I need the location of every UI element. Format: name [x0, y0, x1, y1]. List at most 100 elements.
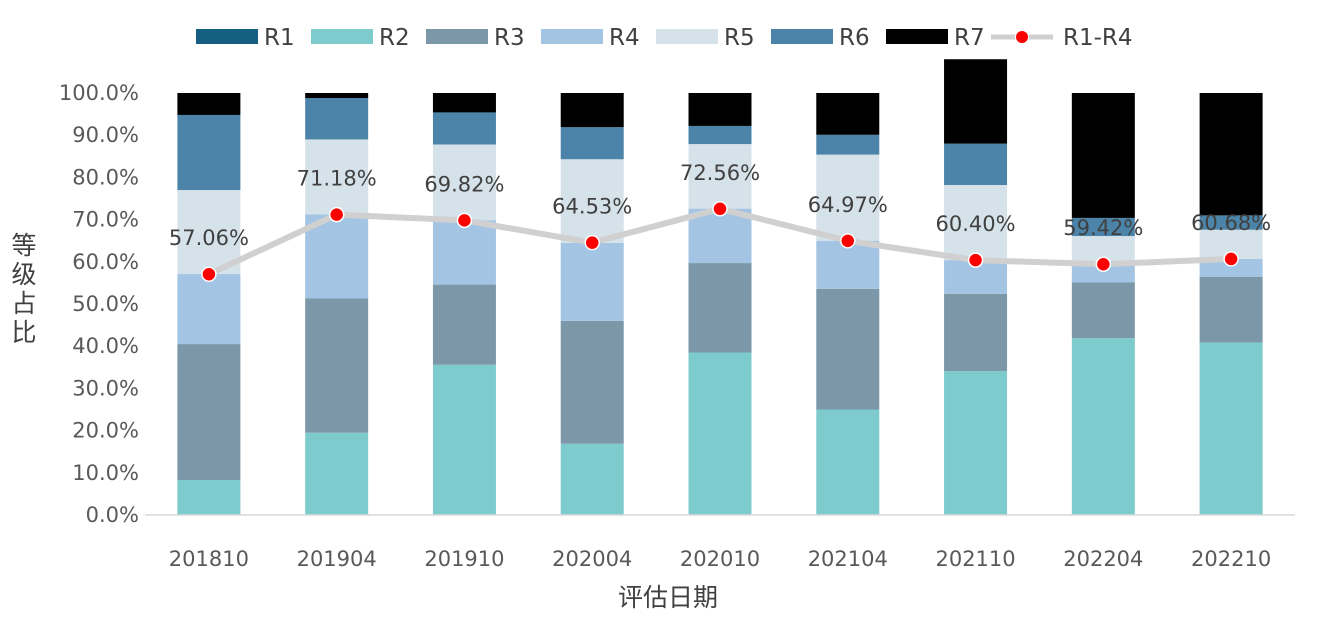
bar-r3-202010	[688, 263, 752, 353]
r1-r4-point	[201, 266, 217, 282]
legend-label-r2: R2	[379, 25, 410, 51]
y-tick-label: 0.0%	[86, 503, 139, 527]
bar-r7-201904	[305, 93, 369, 99]
x-tick-label: 202004	[552, 547, 632, 571]
x-tick-label: 202110	[935, 547, 1015, 571]
bar-r5-202010	[688, 144, 752, 209]
r1-r4-point	[456, 212, 473, 229]
legend-swatch-r6	[771, 29, 833, 44]
bar-r6-202104	[816, 134, 880, 155]
bar-r2-202204	[1071, 338, 1135, 515]
bar-r3-201810	[177, 344, 241, 480]
bar-r2-202004	[560, 443, 624, 515]
bar-r2-202210	[1199, 342, 1263, 515]
y-tick-label: 40.0%	[72, 334, 139, 358]
bar-r2-202010	[688, 352, 752, 515]
r1-r4-point	[967, 252, 984, 268]
r1-r4-data-label: 60.68%	[1191, 211, 1271, 235]
bar-r2-202110	[944, 371, 1008, 515]
x-tick-label: 202204	[1063, 547, 1143, 571]
bar-r3-202110	[944, 293, 1008, 372]
bar-r5-201910	[432, 144, 496, 221]
legend-label-r5: R5	[724, 25, 755, 51]
bar-r6-202110	[944, 143, 1008, 185]
bar-r2-202104	[816, 409, 880, 515]
x-tick-label: 201810	[169, 547, 249, 571]
y-tick-label: 50.0%	[72, 292, 139, 316]
bar-r6-202204	[1071, 217, 1135, 237]
bar-r4-202010	[688, 208, 752, 264]
bar-r3-202004	[560, 320, 624, 444]
bar-area	[177, 59, 1263, 515]
bar-r6-202010	[688, 125, 752, 145]
bar-r6-201904	[305, 98, 369, 140]
y-axis-title-char: 级	[11, 260, 36, 289]
bar-r6-201810	[177, 114, 241, 191]
y-tick-label: 100.0%	[59, 81, 139, 105]
r1-r4-point	[712, 201, 728, 217]
r1-r4-data-label: 72.56%	[680, 161, 760, 185]
y-tick-label: 60.0%	[72, 250, 139, 274]
legend-swatch-r3	[426, 29, 488, 44]
bar-r4-202210	[1199, 258, 1263, 277]
r1-r4-point	[584, 234, 600, 251]
bar-r4-201810	[177, 274, 241, 345]
bar-r3-201910	[432, 284, 496, 365]
bar-r6-202210	[1199, 215, 1263, 230]
legend-label-r7: R7	[954, 25, 985, 51]
bar-r7-202104	[816, 93, 880, 135]
bar-r4-201910	[432, 220, 496, 285]
bar-r5-201904	[305, 139, 369, 215]
bar-r5-202104	[816, 154, 880, 241]
x-tick-label: 201910	[424, 547, 504, 571]
x-tick-label: 202210	[1191, 547, 1271, 571]
bar-r6-201910	[432, 112, 496, 145]
legend-swatch-r5	[656, 29, 718, 44]
bar-r4-201904	[305, 214, 369, 299]
legend-label-r4: R4	[609, 25, 640, 51]
r1-r4-point	[1095, 256, 1112, 272]
bar-r7-201810	[177, 93, 241, 115]
r1-r4-data-label: 71.18%	[297, 167, 377, 191]
y-axis-title-char: 占	[11, 289, 36, 318]
y-tick-label: 10.0%	[72, 461, 139, 485]
bar-r5-201810	[177, 190, 241, 275]
x-tick-label: 202010	[680, 547, 760, 571]
bar-r5-202110	[944, 184, 1008, 261]
bar-r4-202004	[560, 242, 624, 321]
legend-swatch-r2	[311, 29, 373, 44]
y-axis: 0.0% 10.0% 20.0% 30.0% 40.0% 50.0% 60.0% 70.0% 8…	[59, 81, 139, 527]
bar-r7-202110	[944, 59, 1008, 144]
r1-r4-data-label: 60.40%	[936, 212, 1016, 236]
y-tick-label: 90.0%	[72, 123, 139, 147]
y-tick-label: 20.0%	[72, 419, 139, 443]
r1-r4-data-label: 69.82%	[424, 172, 504, 196]
r1-r4-line-layer: 57.06% 71.18% 69.82% 64.53% 72.56% 64.97% 60.4…	[169, 161, 1271, 282]
y-axis-title-char: 等	[11, 231, 36, 260]
legend-label-r1-r4: R1-R4	[1063, 25, 1133, 51]
bar-r7-202004	[560, 93, 624, 128]
r1-r4-point	[1223, 251, 1239, 267]
legend-line-marker	[1015, 30, 1029, 44]
r1-r4-data-label: 64.97%	[808, 193, 888, 217]
bar-r3-202204	[1071, 282, 1135, 339]
y-tick-label: 70.0%	[72, 208, 139, 232]
bar-r7-202210	[1199, 93, 1263, 216]
legend-swatch-r1	[196, 29, 258, 44]
legend-label-r1: R1	[264, 25, 295, 51]
r1-r4-point	[328, 206, 345, 223]
bar-r3-202210	[1199, 276, 1263, 343]
bar-r7-202204	[1071, 93, 1135, 218]
legend: R1 R2 R3 R4 R5 R6 R7 R1-R4	[196, 25, 1133, 51]
bar-r4-202104	[816, 240, 880, 289]
bar-r2-201904	[305, 432, 369, 515]
x-tick-label: 202104	[808, 547, 888, 571]
r1-r4-data-label: 57.06%	[169, 226, 249, 250]
bar-r4-202204	[1071, 264, 1135, 283]
bar-r3-201904	[305, 298, 369, 433]
bar-r6-202004	[560, 127, 624, 160]
y-tick-label: 30.0%	[72, 376, 139, 400]
bar-r2-201910	[432, 364, 496, 515]
